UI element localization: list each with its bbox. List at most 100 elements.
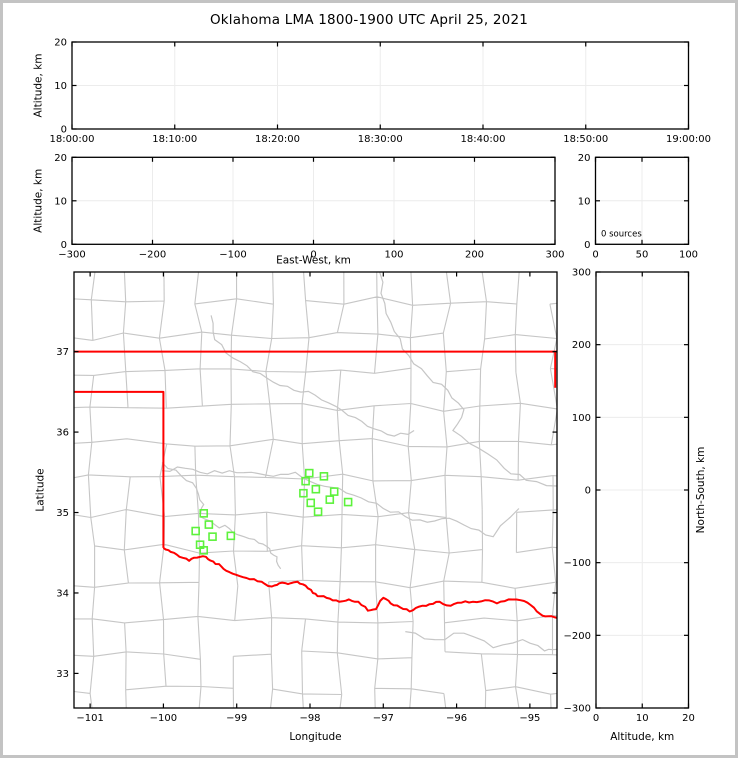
x-tick-label: −96 [446,713,467,724]
plan-view-map-panel: −101 −100 −99 −98 −97 −96 −95 33 34 35 36 37 Latitud… [35,271,558,743]
y-tick-label: 10 [54,196,67,207]
y-tick-labels: 0 10 20 [578,153,591,251]
x-tick-label: 0 [592,249,598,260]
y-tick-label: 0 [584,240,590,251]
lma-station-marker [306,498,316,508]
x-tick-label: 50 [636,249,649,260]
river-line [161,462,282,570]
x-tick-label: −95 [519,713,540,724]
panel-border [73,271,558,709]
lma-station-marker [199,509,209,518]
x-tick-label: 18:40:00 [461,134,506,145]
x-tick-label: 300 [545,249,564,260]
y-tick-label: 20 [54,153,67,164]
x-axis-label: East-West, km [276,254,351,266]
lma-station-marker [311,484,321,494]
y-tick-label: 20 [54,38,67,49]
x-tick-label: 0 [593,713,599,724]
x-tick-label: −200 [139,249,166,260]
y-tick-labels: 0 10 20 [54,153,67,251]
ns-height-panel: 0 10 20 −300 −200 −100 0 100 200 300 North-South, … [564,268,707,744]
x-tick-labels: −101 −100 −99 −98 −97 −96 −95 [76,713,540,724]
x-tick-label: 18:00:00 [50,134,95,145]
x-tick-label: 19:00:00 [666,134,711,145]
lma-station-marker [313,507,323,517]
x-tick-label: 200 [465,249,484,260]
x-tick-label: 100 [384,249,403,260]
figure-title: Oklahoma LMA 1800-1900 UTC April 25, 202… [209,12,529,28]
y-tick-label: 20 [578,153,591,164]
y-tick-label: 35 [56,508,69,519]
x-tick-label: 18:10:00 [152,134,197,145]
x-tick-label: −100 [219,249,246,260]
y-tick-label: 36 [56,428,69,439]
x-tick-labels: −300 −200 −100 0 100 200 300 [58,249,564,260]
y-tick-label: 0 [585,486,591,497]
y-tick-label: 0 [61,240,67,251]
lma-station-marker [299,488,308,498]
lma-station-marker [226,531,236,541]
rivers-layer [161,272,557,652]
red-river-border-line [162,547,557,619]
x-tick-label: 20 [682,713,695,724]
x-tick-labels: 0 50 100 [592,249,698,260]
lma-station-marker [204,520,214,529]
y-tick-label: 10 [578,196,591,207]
map-content [74,272,557,708]
x-tick-label: 18:20:00 [255,134,300,145]
x-axis-label: Altitude, km [610,731,674,743]
gridlines [72,42,689,129]
y-tick-label: −300 [564,704,591,715]
river-line [161,466,520,538]
y-tick-label: −200 [564,631,591,642]
sources-count-label: 0 sources [601,229,642,239]
river-line [379,272,557,487]
gridlines [595,157,689,245]
y-tick-labels: −300 −200 −100 0 100 200 300 [564,268,591,715]
y-tick-label: 100 [572,413,591,424]
gridlines [72,157,555,245]
x-tick-label: −98 [299,713,320,724]
y-tick-label: 300 [572,268,591,279]
x-tick-label: 18:30:00 [358,134,403,145]
county-boundaries [74,272,557,708]
lma-station-marker [304,468,314,478]
time-height-panel: 18:00:00 18:10:00 18:20:00 18:30:00 18:40:00… [33,38,711,146]
river-line [210,315,415,437]
lma-station-marker [329,487,339,496]
x-tick-label: 10 [636,713,649,724]
ew-height-panel: −300 −200 −100 0 100 200 300 0 10 20 Altitude, km E… [33,153,565,266]
y-tick-labels: 0 10 20 [54,38,67,136]
x-tick-labels: 0 10 20 [593,713,695,724]
y-tick-label: 33 [56,669,69,680]
lma-stations-layer [191,468,353,555]
y-tick-label: −100 [564,558,591,569]
y-tick-label: 0 [61,125,67,136]
x-axis-label: Longitude [289,731,341,743]
x-tick-label: −97 [373,713,394,724]
x-tick-label: 0 [310,249,316,260]
x-tick-label: −99 [226,713,247,724]
tick-marks [595,271,690,709]
lma-station-marker [325,495,335,504]
y-axis-label: Altitude, km [33,53,45,117]
lma-station-marker [319,472,329,481]
state-border-layer [74,350,557,619]
tick-marks [594,156,690,245]
y-tick-label: 34 [56,588,69,599]
y-tick-label: 200 [572,340,591,351]
river-line [405,631,557,652]
y-tick-label: 37 [56,347,69,358]
x-tick-label: −300 [58,249,85,260]
altitude-histogram-panel: 0 50 10 0 0 10 20 0 sources [578,153,698,260]
y-axis-label: Latitude [35,468,47,511]
y-tick-label: 10 [54,81,67,92]
x-tick-label: −100 [150,713,177,724]
tick-marks [74,272,557,708]
panhandle-border-line [74,390,165,548]
lma-station-marker [199,546,209,555]
y-axis-label: Altitude, km [33,169,45,233]
